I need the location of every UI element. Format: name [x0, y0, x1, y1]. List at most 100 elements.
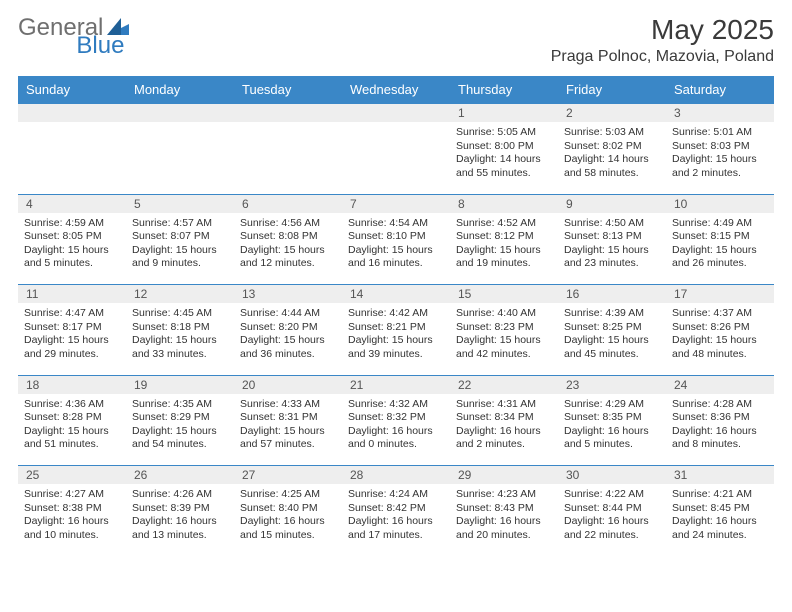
day-number-cell	[342, 104, 450, 123]
sunrise-text: Sunrise: 4:44 AM	[240, 307, 336, 321]
sunset-text: Sunset: 8:17 PM	[24, 321, 120, 335]
day-content-cell: Sunrise: 4:36 AMSunset: 8:28 PMDaylight:…	[18, 394, 126, 466]
sunrise-text: Sunrise: 4:59 AM	[24, 217, 120, 231]
day-number-cell: 29	[450, 466, 558, 485]
sunrise-text: Sunrise: 4:47 AM	[24, 307, 120, 321]
sunset-text: Sunset: 8:07 PM	[132, 230, 228, 244]
day-content-cell: Sunrise: 4:44 AMSunset: 8:20 PMDaylight:…	[234, 303, 342, 375]
weekday-header: Saturday	[666, 76, 774, 104]
daylight-text: Daylight: 16 hours and 2 minutes.	[456, 425, 552, 452]
sunrise-text: Sunrise: 4:45 AM	[132, 307, 228, 321]
sunrise-text: Sunrise: 4:37 AM	[672, 307, 768, 321]
sunrise-text: Sunrise: 4:49 AM	[672, 217, 768, 231]
sunset-text: Sunset: 8:35 PM	[564, 411, 660, 425]
day-content-cell: Sunrise: 4:40 AMSunset: 8:23 PMDaylight:…	[450, 303, 558, 375]
sunrise-text: Sunrise: 4:29 AM	[564, 398, 660, 412]
weekday-header: Sunday	[18, 76, 126, 104]
sunrise-text: Sunrise: 4:33 AM	[240, 398, 336, 412]
sunrise-text: Sunrise: 4:52 AM	[456, 217, 552, 231]
sunrise-text: Sunrise: 4:21 AM	[672, 488, 768, 502]
day-content-cell: Sunrise: 4:42 AMSunset: 8:21 PMDaylight:…	[342, 303, 450, 375]
day-number-cell: 26	[126, 466, 234, 485]
sunrise-text: Sunrise: 4:42 AM	[348, 307, 444, 321]
daylight-text: Daylight: 15 hours and 48 minutes.	[672, 334, 768, 361]
day-content-cell: Sunrise: 4:57 AMSunset: 8:07 PMDaylight:…	[126, 213, 234, 285]
day-content-cell: Sunrise: 4:50 AMSunset: 8:13 PMDaylight:…	[558, 213, 666, 285]
day-number-row: 45678910	[18, 194, 774, 213]
day-number-cell: 28	[342, 466, 450, 485]
sunrise-text: Sunrise: 4:39 AM	[564, 307, 660, 321]
day-content-cell: Sunrise: 4:32 AMSunset: 8:32 PMDaylight:…	[342, 394, 450, 466]
daylight-text: Daylight: 15 hours and 12 minutes.	[240, 244, 336, 271]
day-number-cell: 17	[666, 285, 774, 304]
day-content-cell: Sunrise: 4:29 AMSunset: 8:35 PMDaylight:…	[558, 394, 666, 466]
sunrise-text: Sunrise: 4:36 AM	[24, 398, 120, 412]
day-number-cell	[18, 104, 126, 123]
sunset-text: Sunset: 8:28 PM	[24, 411, 120, 425]
day-number-cell: 4	[18, 194, 126, 213]
sunset-text: Sunset: 8:18 PM	[132, 321, 228, 335]
sunrise-text: Sunrise: 4:54 AM	[348, 217, 444, 231]
day-content-row: Sunrise: 4:36 AMSunset: 8:28 PM Daylight:…	[18, 394, 774, 466]
daylight-text: Daylight: 15 hours and 57 minutes.	[240, 425, 336, 452]
day-content-cell: Sunrise: 4:21 AMSunset: 8:45 PMDaylight:…	[666, 484, 774, 556]
location-text: Praga Polnoc, Mazovia, Poland	[551, 48, 774, 66]
day-content-cell: Sunrise: 4:35 AMSunset: 8:29 PMDaylight:…	[126, 394, 234, 466]
daylight-text: Daylight: 15 hours and 45 minutes.	[564, 334, 660, 361]
day-content-cell: Sunrise: 4:45 AMSunset: 8:18 PMDaylight:…	[126, 303, 234, 375]
day-number-cell: 22	[450, 375, 558, 394]
sunset-text: Sunset: 8:40 PM	[240, 502, 336, 516]
day-number-cell	[126, 104, 234, 123]
day-content-row: Sunrise: 4:47 AMSunset: 8:17 PMDaylight:…	[18, 303, 774, 375]
day-content-cell: Sunrise: 4:54 AMSunset: 8:10 PMDaylight:…	[342, 213, 450, 285]
sunset-text: Sunset: 8:26 PM	[672, 321, 768, 335]
sunrise-text: Sunrise: 4:28 AM	[672, 398, 768, 412]
day-number-cell: 23	[558, 375, 666, 394]
sunrise-text: Sunrise: 4:57 AM	[132, 217, 228, 231]
day-number-cell: 11	[18, 285, 126, 304]
sunset-text: Sunset: 8:21 PM	[348, 321, 444, 335]
sunrise-text: Sunrise: 4:31 AM	[456, 398, 552, 412]
day-number-cell: 25	[18, 466, 126, 485]
sunset-text: Sunset: 8:34 PM	[456, 411, 552, 425]
month-title: May 2025	[551, 14, 774, 46]
daylight-text: Daylight: 16 hours and 5 minutes.	[564, 425, 660, 452]
day-number-row: 18192021222324	[18, 375, 774, 394]
day-content-cell: Sunrise: 5:05 AMSunset: 8:00 PMDaylight:…	[450, 122, 558, 194]
daylight-text: Daylight: 15 hours and 29 minutes.	[24, 334, 120, 361]
sunset-text: Sunset: 8:29 PM	[132, 411, 228, 425]
day-number-cell: 6	[234, 194, 342, 213]
daylight-text: Daylight: 16 hours and 22 minutes.	[564, 515, 660, 542]
sunset-text: Sunset: 8:08 PM	[240, 230, 336, 244]
day-content-cell: Sunrise: 4:28 AMSunset: 8:36 PMDaylight:…	[666, 394, 774, 466]
sunrise-text: Sunrise: 4:56 AM	[240, 217, 336, 231]
day-number-cell: 9	[558, 194, 666, 213]
daylight-text: Daylight: 15 hours and 16 minutes.	[348, 244, 444, 271]
weekday-header: Wednesday	[342, 76, 450, 104]
daylight-text: Daylight: 15 hours and 19 minutes.	[456, 244, 552, 271]
sunset-text: Sunset: 8:23 PM	[456, 321, 552, 335]
sunrise-text: Sunrise: 4:22 AM	[564, 488, 660, 502]
weekday-header: Friday	[558, 76, 666, 104]
sunset-text: Sunset: 8:32 PM	[348, 411, 444, 425]
sunset-text: Sunset: 8:05 PM	[24, 230, 120, 244]
daylight-text: Daylight: 16 hours and 0 minutes.	[348, 425, 444, 452]
day-number-cell: 20	[234, 375, 342, 394]
day-content-cell: Sunrise: 4:26 AMSunset: 8:39 PMDaylight:…	[126, 484, 234, 556]
day-number-cell: 27	[234, 466, 342, 485]
day-content-row: Sunrise: 4:27 AMSunset: 8:38 PMDaylight:…	[18, 484, 774, 556]
day-content-cell	[18, 122, 126, 194]
day-number-cell: 1	[450, 104, 558, 123]
daylight-text: Daylight: 16 hours and 24 minutes.	[672, 515, 768, 542]
sunset-text: Sunset: 8:02 PM	[564, 140, 660, 154]
day-content-cell: Sunrise: 4:56 AMSunset: 8:08 PMDaylight:…	[234, 213, 342, 285]
daylight-text: Daylight: 16 hours and 8 minutes.	[672, 425, 768, 452]
day-content-cell: Sunrise: 4:47 AMSunset: 8:17 PMDaylight:…	[18, 303, 126, 375]
day-content-cell: Sunrise: 5:03 AMSunset: 8:02 PMDaylight:…	[558, 122, 666, 194]
sunset-text: Sunset: 8:43 PM	[456, 502, 552, 516]
sunset-text: Sunset: 8:45 PM	[672, 502, 768, 516]
sunset-text: Sunset: 8:00 PM	[456, 140, 552, 154]
day-content-cell: Sunrise: 4:22 AMSunset: 8:44 PMDaylight:…	[558, 484, 666, 556]
day-number-cell: 19	[126, 375, 234, 394]
day-number-row: 11121314151617	[18, 285, 774, 304]
